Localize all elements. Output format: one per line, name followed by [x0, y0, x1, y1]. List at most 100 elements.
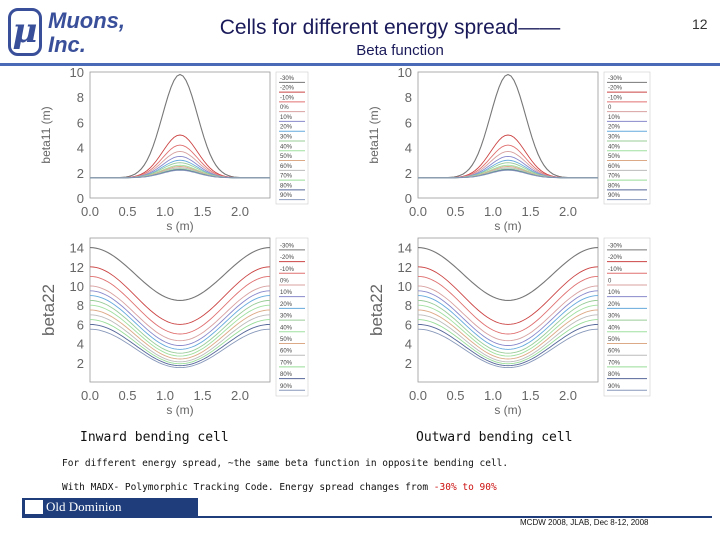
series-line — [89, 290, 271, 346]
x-tick-label: 0.0 — [81, 388, 99, 403]
legend-label: 20% — [280, 302, 293, 308]
legend-label: 80% — [608, 183, 621, 189]
legend-label: 90% — [608, 193, 621, 199]
legend-label: -10% — [608, 95, 623, 101]
plot-frame — [417, 237, 599, 383]
legend-label: 80% — [280, 183, 293, 189]
x-tick-label: 0.0 — [409, 204, 427, 219]
university-name: Old Dominion UNIVERSITY — [22, 499, 122, 532]
energy-range: -30% to 90% — [433, 482, 497, 493]
x-axis-label: s (m) — [166, 403, 193, 417]
legend-label: 60% — [280, 164, 293, 170]
university-banner: Old Dominion UNIVERSITY — [22, 498, 198, 532]
series-line — [418, 169, 598, 179]
outward-caption: Outward bending cell — [416, 430, 573, 445]
legend-label: -20% — [280, 255, 295, 261]
x-tick-label: 1.5 — [521, 388, 539, 403]
muons-inc-logo: μ Muons, Inc. — [8, 6, 138, 58]
legend-label: 80% — [280, 372, 293, 378]
note-line-2: With MADX- Polymorphic Tracking Code. En… — [62, 482, 497, 493]
series-line — [89, 319, 271, 365]
plot-frame — [89, 237, 271, 383]
logo-line-1: Muons, — [48, 8, 125, 33]
page-number: 12 — [692, 16, 708, 32]
legend-label: 0% — [280, 278, 289, 284]
y-tick-label: 10 — [70, 65, 84, 80]
legend-label: 60% — [280, 349, 293, 355]
x-tick-label: 0.5 — [446, 388, 464, 403]
x-tick-label: 2.0 — [559, 388, 577, 403]
x-axis-label: s (m) — [494, 403, 521, 417]
legend-label: 0% — [280, 105, 289, 111]
y-tick-label: 4 — [77, 337, 84, 352]
series-line — [417, 266, 599, 325]
legend-label: -10% — [280, 95, 295, 101]
legend-label: 0 — [608, 105, 612, 111]
legend-label: 40% — [608, 144, 621, 150]
y-tick-label: 0 — [405, 191, 412, 206]
y-axis-label: beta22 — [367, 284, 386, 336]
footer-text: MCDW 2008, JLAB, Dec 8-12, 2008 — [520, 518, 649, 527]
y-tick-label: 14 — [398, 241, 412, 256]
x-axis-label: s (m) — [166, 219, 193, 233]
x-tick-label: 2.0 — [559, 204, 577, 219]
logo-line-2: Inc. — [48, 32, 86, 57]
x-tick-label: 0.5 — [118, 388, 136, 403]
beta11-inward-plot: 10 8 6 4 2 00.0 0.5 1.0 1.5 2.0 s (m) beta11 (m) -30… — [39, 65, 309, 233]
y-tick-label: 0 — [77, 191, 84, 206]
series-line — [417, 275, 599, 335]
legend-label: 20% — [608, 302, 621, 308]
legend-label: 70% — [608, 174, 621, 180]
x-axis-label: s (m) — [494, 219, 521, 233]
x-tick-label: 1.0 — [156, 388, 174, 403]
slide-subtitle: Beta function — [356, 42, 444, 59]
series-line — [89, 266, 271, 325]
legend-label: 30% — [608, 134, 621, 140]
x-tick-label: 0.0 — [409, 388, 427, 403]
inward-caption: Inward bending cell — [80, 430, 229, 445]
series-line — [417, 309, 599, 360]
beta22-outward-plot: 14 12 10 8 6 4 2 0.0 0.5 1.0 1.5 2.0 s (m) beta22 -30%… — [367, 237, 651, 417]
note-line-1: For different energy spread, ~the same b… — [62, 458, 509, 469]
note-line-2-prefix: With MADX- Polymorphic Tracking Code. En… — [62, 482, 434, 493]
legend-label: 90% — [280, 193, 293, 199]
y-tick-label: 2 — [77, 166, 84, 181]
legend-label: 60% — [608, 164, 621, 170]
series-line — [417, 304, 599, 357]
series-line — [89, 323, 271, 367]
legend-label: 10% — [280, 290, 293, 296]
y-tick-label: 12 — [70, 260, 84, 275]
legend-label: 70% — [608, 360, 621, 366]
x-tick-label: 1.0 — [156, 204, 174, 219]
series-line — [89, 285, 271, 342]
slide-title: Cells for different energy spread—— — [219, 16, 561, 39]
legend-label: -10% — [608, 267, 623, 273]
legend-box — [603, 71, 651, 205]
series-line — [417, 285, 599, 342]
legend-box — [275, 237, 309, 397]
legend-label: 0 — [608, 278, 612, 284]
series-line — [417, 328, 599, 369]
university-crest-icon — [25, 500, 43, 514]
legend-label: -30% — [608, 243, 623, 249]
legend-label: -20% — [608, 255, 623, 261]
y-axis-label: beta11 (m) — [367, 106, 381, 163]
legend-label: 50% — [280, 337, 293, 343]
y-tick-label: 10 — [70, 279, 84, 294]
x-tick-label: 2.0 — [231, 388, 249, 403]
legend-label: 50% — [608, 337, 621, 343]
series-line — [417, 290, 599, 346]
legend-label: 40% — [280, 325, 293, 331]
y-tick-label: 8 — [77, 298, 84, 313]
legend-label: 70% — [280, 174, 293, 180]
legend-label: 10% — [280, 115, 293, 121]
series-line — [417, 295, 599, 350]
legend-label: 40% — [280, 144, 293, 150]
legend-label: 90% — [280, 384, 293, 390]
y-tick-label: 6 — [405, 115, 412, 130]
x-tick-label: 0.5 — [118, 204, 136, 219]
series-line — [417, 299, 599, 354]
y-tick-label: 2 — [405, 166, 412, 181]
beta22-inward-plot: 14 12 10 8 6 4 2 0.0 0.5 1.0 1.5 2.0 s (m) beta22 -30%… — [39, 237, 309, 417]
